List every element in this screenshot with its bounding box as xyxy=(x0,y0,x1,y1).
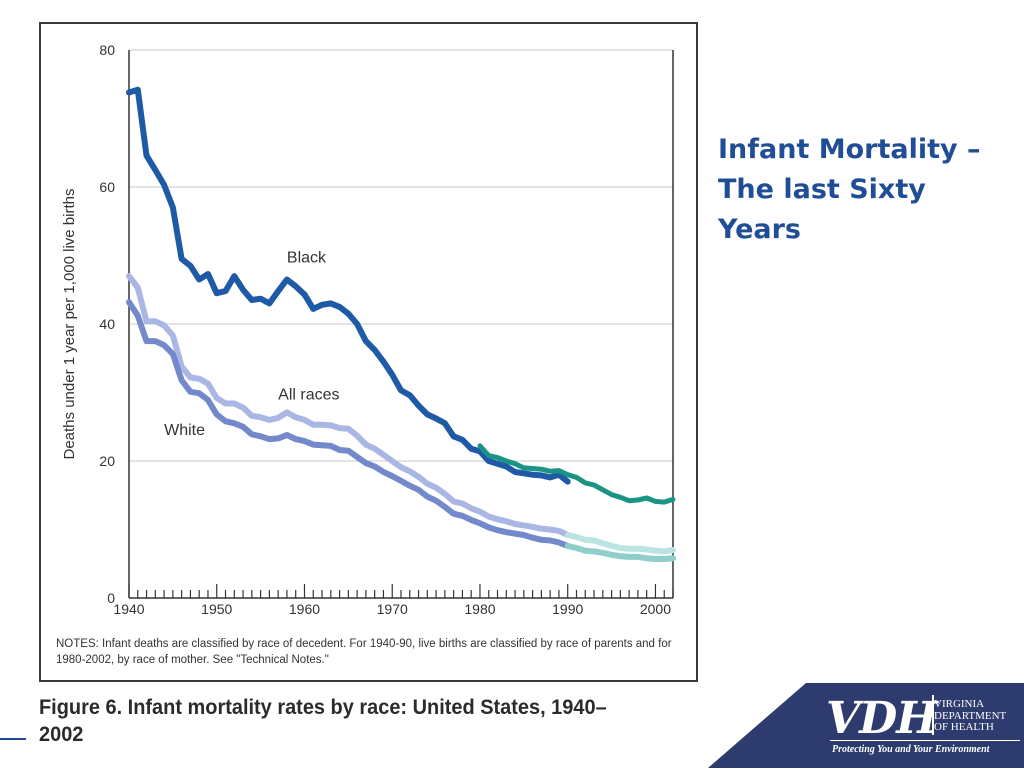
gridlines xyxy=(129,49,673,462)
y-tick-label: 60 xyxy=(99,179,115,195)
x-tick-label: 2000 xyxy=(640,601,671,617)
logo-tagline: Protecting You and Your Environment xyxy=(832,744,990,755)
y-tick-label: 80 xyxy=(99,42,115,58)
series-label-all-races: All races xyxy=(278,386,339,403)
y-tick-label: 0 xyxy=(107,590,115,606)
x-tick-label: 1940 xyxy=(113,601,144,617)
logo-dept-line: DEPARTMENT xyxy=(934,709,1007,722)
series-label-black: Black xyxy=(287,249,327,266)
x-tick-label: 1990 xyxy=(552,601,583,617)
logo-dept-line: OF HEALTH xyxy=(934,721,994,733)
series-line-all-races xyxy=(126,273,571,538)
logo-dept-line: VIRGINIA xyxy=(934,698,985,710)
logo-department: VIRGINIA DEPARTMENT OF HEALTH xyxy=(934,698,1024,734)
x-tick-label: 1980 xyxy=(464,601,495,617)
series-line-black xyxy=(477,443,676,505)
series-label-white: White xyxy=(164,422,205,439)
logo-mark: VDH xyxy=(826,693,938,744)
logo-background xyxy=(708,683,1024,768)
slide-title: Infant Mortality – The last Sixty Years xyxy=(718,134,981,245)
y-tick-label: 40 xyxy=(99,316,115,332)
figure-frame: 0 20 40 60 80 1940 1950 1960 1970 1980 1990 2000 Bl… xyxy=(39,22,698,682)
vdh-logo: VDH VIRGINIA DEPARTMENT OF HEALTH Protec… xyxy=(708,683,1024,768)
y-axis-label: Deaths under 1 year per 1,000 live birth… xyxy=(61,189,78,460)
figure-notes: NOTES: Infant deaths are classified by r… xyxy=(56,638,672,666)
figure-caption: Figure 6. Infant mortality rates by race… xyxy=(39,696,607,746)
series-line-all-races xyxy=(564,532,676,555)
y-tick-label: 20 xyxy=(99,453,115,469)
x-tick-label: 1960 xyxy=(289,601,320,617)
x-tick-label: 1970 xyxy=(377,601,408,617)
infant-mortality-chart: 0 20 40 60 80 1940 1950 1960 1970 1980 1990 2000 Bl… xyxy=(61,42,676,617)
series-lines xyxy=(126,86,676,562)
series-line-black xyxy=(126,86,571,485)
axes: 0 20 40 60 80 1940 1950 1960 1970 1980 1990 2000 xyxy=(99,42,674,617)
x-tick-label: 1950 xyxy=(201,601,232,617)
decorative-dash xyxy=(0,738,26,740)
series-annotations: Black All races White xyxy=(164,249,339,439)
series-line-white xyxy=(564,542,676,562)
series-line-white xyxy=(126,299,571,549)
